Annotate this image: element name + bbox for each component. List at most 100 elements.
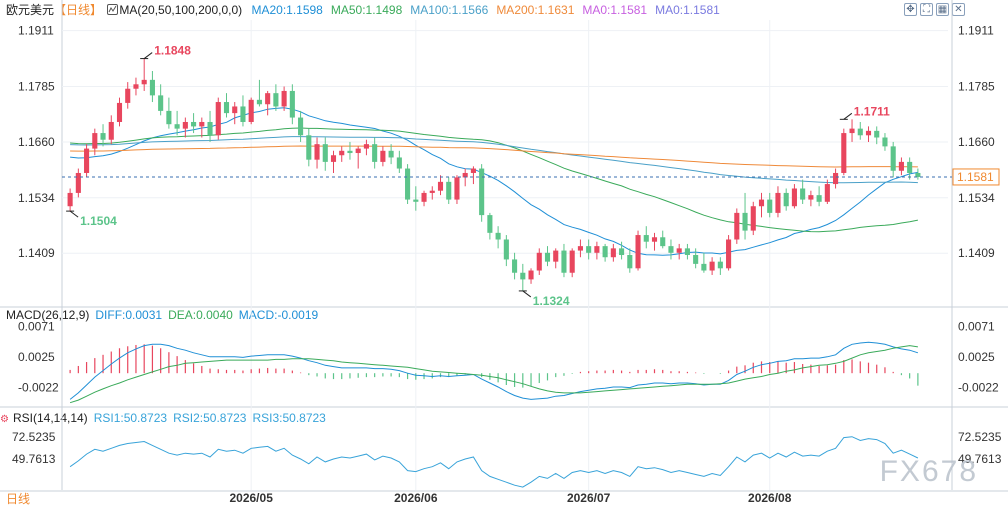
candle bbox=[273, 84, 279, 111]
candle bbox=[800, 179, 806, 205]
candle-body bbox=[248, 99, 254, 122]
candle bbox=[833, 168, 839, 189]
candle-body bbox=[890, 146, 896, 171]
candle-body bbox=[158, 95, 164, 111]
candle bbox=[660, 230, 666, 249]
fullscreen-icon[interactable]: ⛶ bbox=[920, 3, 933, 16]
candle bbox=[330, 150, 337, 173]
candle-body bbox=[808, 195, 814, 200]
candle-body bbox=[775, 192, 781, 213]
main-ytick-right-4: 1.1409 bbox=[958, 246, 995, 260]
symbol-label: 欧元美元 bbox=[6, 3, 55, 17]
macd-title: MACD(26,12,9) bbox=[6, 308, 90, 322]
high2-annotation-leader bbox=[843, 112, 853, 120]
macd-ytick-right-2: -0.0022 bbox=[958, 381, 999, 395]
candle-body bbox=[520, 272, 526, 280]
candle bbox=[413, 186, 419, 211]
candle bbox=[75, 168, 81, 198]
candle-body bbox=[800, 188, 806, 200]
candle bbox=[775, 186, 781, 218]
candle-body bbox=[396, 157, 402, 169]
candle-body bbox=[166, 110, 172, 125]
candle bbox=[684, 243, 690, 260]
ma-value-3: MA200:1.1631 bbox=[496, 3, 575, 17]
candle-body bbox=[742, 212, 748, 231]
candle bbox=[758, 192, 765, 218]
candle bbox=[347, 141, 353, 160]
candle bbox=[232, 102, 238, 125]
candle bbox=[446, 177, 452, 205]
macd-dea-line bbox=[69, 345, 918, 404]
candle bbox=[92, 128, 98, 156]
candle bbox=[454, 175, 460, 205]
candle-body bbox=[281, 90, 287, 107]
candle bbox=[215, 97, 221, 140]
candle bbox=[248, 97, 254, 125]
candle bbox=[643, 226, 649, 249]
candle bbox=[750, 201, 756, 236]
candle bbox=[256, 79, 262, 107]
grid-icon[interactable]: ▦ bbox=[936, 3, 949, 16]
rsi-line bbox=[69, 436, 919, 488]
candle-body bbox=[322, 144, 328, 162]
ma-settings-label[interactable]: MA(20,50,100,200,0,0) bbox=[119, 3, 243, 17]
main-ytick-right-0: 1.1911 bbox=[958, 24, 994, 38]
candle-body bbox=[75, 172, 81, 193]
candle-body bbox=[191, 121, 197, 127]
candle-body bbox=[479, 168, 485, 216]
candle bbox=[520, 263, 526, 291]
low-annotation: 1.1504 bbox=[80, 214, 117, 228]
candle-body bbox=[429, 190, 435, 193]
candle bbox=[470, 166, 476, 185]
candle-body bbox=[405, 168, 411, 200]
candle bbox=[635, 230, 641, 271]
candle bbox=[314, 137, 320, 169]
macd-diff-line bbox=[69, 341, 919, 400]
period-label[interactable]: 【日线】 bbox=[54, 3, 103, 17]
candle bbox=[479, 164, 485, 222]
rsi-settings-icon[interactable]: ⚙ bbox=[0, 414, 9, 425]
candle-body bbox=[865, 130, 872, 136]
candle bbox=[898, 157, 904, 176]
candle bbox=[849, 119, 855, 142]
rsi-ytick-right-0: 72.5235 bbox=[958, 430, 1002, 444]
last-price-label: 1.1581 bbox=[957, 170, 994, 184]
candle bbox=[84, 144, 90, 178]
candle bbox=[116, 97, 123, 127]
candle-body bbox=[133, 84, 139, 89]
candle-body bbox=[67, 192, 73, 207]
candle bbox=[701, 252, 707, 273]
candle bbox=[388, 144, 394, 165]
ma-toggle-icon[interactable] bbox=[107, 4, 119, 15]
period-switch-button[interactable]: 日线 bbox=[6, 492, 31, 506]
candle-body bbox=[314, 144, 320, 160]
candle bbox=[207, 110, 213, 142]
candle-body bbox=[446, 181, 452, 200]
main-chart-header: 欧元美元【日线】 MA(20,50,100,200,0,0) MA20:1.15… bbox=[0, 0, 1008, 20]
candle bbox=[405, 164, 411, 205]
candle bbox=[742, 192, 748, 240]
high2-annotation: 1.1711 bbox=[854, 104, 890, 118]
candle-body bbox=[684, 248, 690, 256]
candle bbox=[372, 137, 378, 169]
candle bbox=[907, 157, 913, 180]
candle bbox=[882, 133, 888, 151]
candle bbox=[355, 146, 361, 169]
move-icon[interactable]: ✥ bbox=[904, 3, 917, 16]
candle-body bbox=[454, 177, 460, 200]
low2-annotation-leader bbox=[522, 290, 532, 298]
candle bbox=[726, 235, 732, 271]
candle-body bbox=[182, 121, 188, 129]
candle bbox=[586, 239, 592, 260]
rsi1-value: RSI1:50.8723 bbox=[93, 411, 168, 425]
candle-body bbox=[265, 93, 271, 105]
candle bbox=[141, 58, 147, 91]
rsi-ytick-left-0: 72.5235 bbox=[12, 430, 56, 444]
macd-ytick-left-1: 0.0025 bbox=[18, 350, 55, 364]
candle-body bbox=[421, 192, 427, 202]
last-price-tag bbox=[952, 168, 1000, 186]
candle bbox=[627, 248, 633, 273]
candle-body bbox=[758, 199, 765, 207]
candle bbox=[865, 126, 872, 142]
